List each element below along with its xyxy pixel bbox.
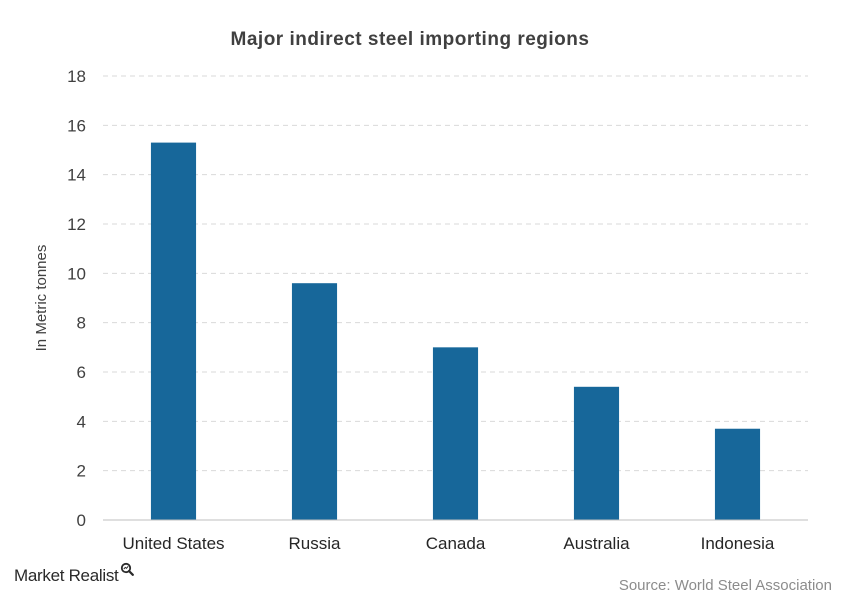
bar-indonesia <box>714 428 761 520</box>
bars <box>150 142 761 520</box>
chart-title: Major indirect steel importing regions <box>231 29 590 50</box>
y-tick-label: 14 <box>67 166 86 185</box>
brand-name: Market Realist <box>14 566 119 585</box>
y-tick-label: 18 <box>67 67 86 86</box>
source-note: Source: World Steel Association <box>618 577 832 594</box>
gridlines <box>103 75 808 472</box>
x-tick-label: Russia <box>289 534 342 553</box>
brand-logo: Market Realist <box>14 562 135 586</box>
y-tick-label: 12 <box>67 215 86 234</box>
y-tick-label: 16 <box>67 116 86 135</box>
x-tick-label: Canada <box>426 534 486 553</box>
y-axis-label: In Metric tonnes <box>33 245 50 352</box>
y-tick-label: 10 <box>67 264 86 283</box>
bar-australia <box>573 386 620 520</box>
y-tick-label: 4 <box>77 412 86 431</box>
bar-united-states <box>150 142 197 520</box>
magnifier-icon <box>120 561 135 581</box>
x-tick-label: Indonesia <box>701 534 775 553</box>
x-tick-label: United States <box>122 534 224 553</box>
y-tick-label: 2 <box>77 462 86 481</box>
y-tick-label: 6 <box>77 363 86 382</box>
y-tick-label: 8 <box>77 314 86 333</box>
x-axis-labels: United States Russia Canada Australia Indone… <box>122 534 774 553</box>
y-axis-ticks: 0 2 4 6 8 10 12 14 16 18 <box>67 67 86 530</box>
bar-canada <box>432 347 479 520</box>
x-tick-label: Australia <box>563 534 630 553</box>
bar-russia <box>291 283 338 520</box>
y-tick-label: 0 <box>77 511 86 530</box>
